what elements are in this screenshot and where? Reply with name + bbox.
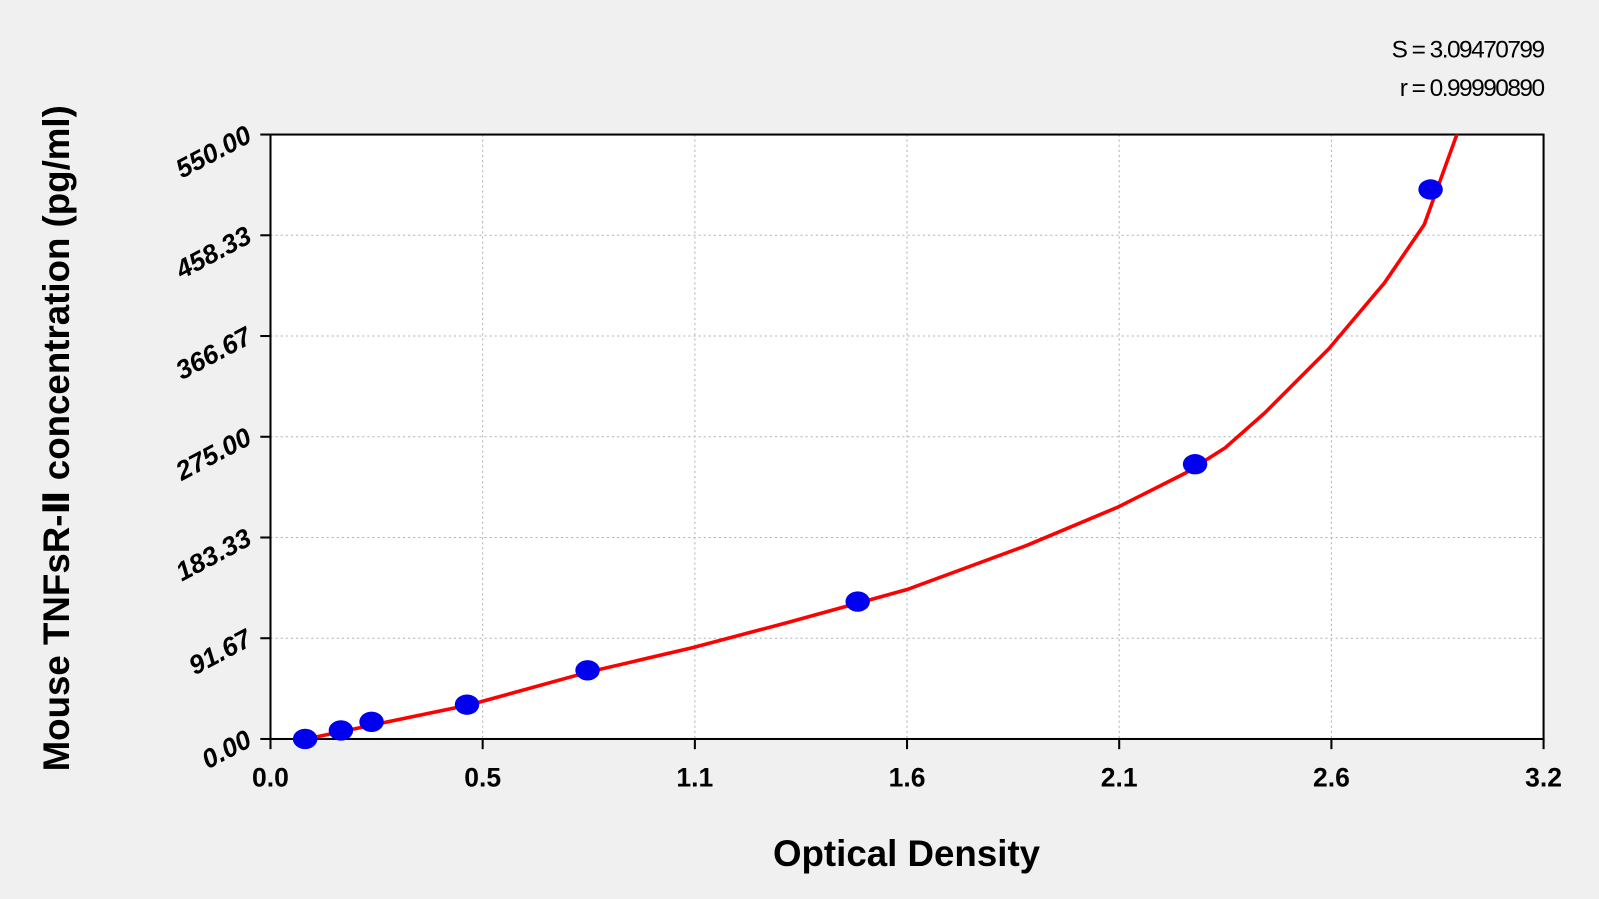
- y-tick-label: 275.00: [170, 422, 257, 487]
- data-point: [1182, 454, 1208, 475]
- data-point: [359, 711, 384, 733]
- x-tick-label: 1.6: [889, 763, 926, 793]
- data-point: [292, 728, 318, 750]
- data-point: [845, 591, 870, 612]
- x-tick-label: 3.2: [1525, 763, 1562, 793]
- data-point: [1418, 179, 1443, 200]
- y-axis-label: Mouse TNFsR-Ⅱ concentration (pg/ml): [36, 105, 77, 771]
- x-tick-label: 2.6: [1313, 763, 1350, 793]
- annotation: S = 3.09470799: [1392, 36, 1545, 63]
- y-tick-label: 91.67: [184, 623, 258, 681]
- y-tick-label: 0.00: [197, 724, 257, 775]
- x-tick-label: 2.1: [1101, 763, 1138, 793]
- data-point: [328, 720, 354, 741]
- x-tick-label: 0.5: [464, 763, 501, 793]
- x-tick-label: 0.0: [252, 763, 289, 793]
- y-tick-label: 366.67: [171, 320, 258, 385]
- fit-curve: [305, 134, 1459, 739]
- data-point: [575, 660, 600, 681]
- y-tick-label: 183.33: [171, 522, 257, 587]
- x-axis-label: Optical Density: [773, 833, 1041, 874]
- y-tick-label: 550.00: [171, 119, 257, 184]
- y-tick-label: 458.33: [170, 220, 257, 285]
- x-tick-label: 1.1: [676, 763, 713, 793]
- annotation: r = 0.99990890: [1400, 75, 1545, 102]
- data-point: [454, 694, 480, 715]
